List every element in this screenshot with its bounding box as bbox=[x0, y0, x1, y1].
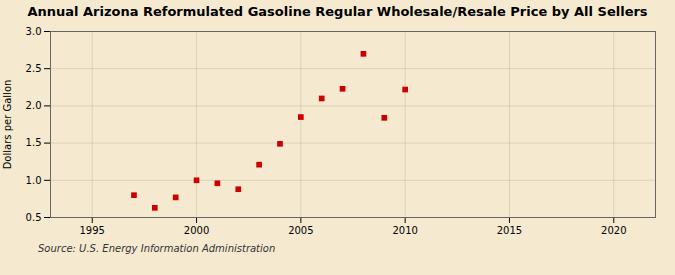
html-text:Source: U.S. Energy Informatio: Source: U.S. Energy Information Administ… bbox=[38, 243, 276, 254]
svg-text:2020: 2020 bbox=[601, 225, 626, 236]
svg-text:2015: 2015 bbox=[497, 225, 522, 236]
svg-text:2.0: 2.0 bbox=[26, 100, 42, 111]
svg-text:2000: 2000 bbox=[184, 225, 209, 236]
svg-text:2005: 2005 bbox=[288, 225, 313, 236]
svg-text:3.0: 3.0 bbox=[26, 26, 42, 37]
svg-text:1.5: 1.5 bbox=[26, 137, 42, 148]
html-text:Annual Arizona Reformulated Ga: Annual Arizona Reformulated Gasoline Reg… bbox=[27, 4, 648, 19]
svg-text:2.5: 2.5 bbox=[26, 63, 42, 74]
svg-text:Dollars per Gallon: Dollars per Gallon bbox=[2, 80, 13, 170]
svg-text:2010: 2010 bbox=[392, 225, 417, 236]
svg-text:1995: 1995 bbox=[79, 225, 104, 236]
svg-text:1.0: 1.0 bbox=[26, 175, 42, 186]
svg-text:0.5: 0.5 bbox=[26, 212, 42, 223]
